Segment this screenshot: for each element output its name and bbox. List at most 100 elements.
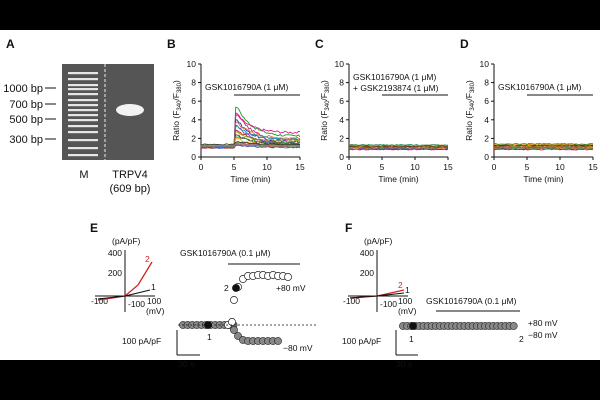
iv-curve-label-1-f: 1 [405,285,410,295]
panel-f-scale-x-label: 30 s [396,359,412,369]
y-axis-label: Ratio (F340/F380) [171,80,183,141]
panel-e-timepoint-1: 1 [207,332,212,342]
ratio-trace [348,148,449,151]
panel-a: A 1000 bp 700 bp 500 bp 300 bp M TRPV4 (… [3,37,154,195]
panel-e-letter: E [90,221,98,235]
y-tick-label: 2 [339,133,344,143]
panel-c: C 0 2 4 6 8 10 0 5 10 15 Time (min) Ratio (F340/F380… [315,37,453,184]
x-tick-label: 15 [443,162,453,172]
treatment-label: GSK1016790A (1 μM) [353,72,437,82]
timecourse-point [284,273,292,281]
panel-f-scale-y-label: 100 pA/pF [342,336,381,346]
y-tick-label: 4 [484,115,489,125]
ladder-label-1000: 1000 bp [3,83,43,95]
ladder-band [68,139,98,142]
panel-f-timepoint-2: 2 [519,334,524,344]
ratio-trace [493,145,594,148]
ladder-band [68,109,98,112]
panel-e-scale-x-label: 30 s [178,359,194,369]
ladder-band [68,119,98,122]
y-tick-label: 10 [480,59,490,69]
timecourse-point [230,296,238,304]
iv-x-tick-neg100-f: -100 [343,296,360,306]
iv-units-y-f: (pA/pF) [364,236,393,246]
y-tick-label: 8 [191,78,196,88]
timecourse-point-1 [409,322,417,330]
treatment-label: GSK1016790A (1 μM) [205,82,289,92]
timecourse-point [230,326,238,334]
timecourse-point [509,322,518,330]
panel-d: D 0 2 4 6 8 10 0 5 10 15 Time (min) Ratio (F340/F380… [460,37,598,184]
ladder-band [68,125,98,128]
panel-letter: D [460,37,469,51]
y-tick-label: 4 [191,115,196,125]
y-axis-label: Ratio (F340/F380) [319,80,331,141]
panel-e-treatment: GSK1016790A (0.1 μM) [180,248,271,258]
y-tick-label: 0 [191,152,196,162]
iv-y-tick-200: 200 [108,268,122,278]
ratio-trace [493,148,593,151]
treatment-label: GSK1016790A (1 μM) [498,82,582,92]
iv-units-y: (pA/pF) [112,236,141,246]
iv-curve-1-f [349,292,405,299]
ladder-label-500: 500 bp [9,114,43,126]
iv-units-x-f: (mV) [398,306,417,316]
ladder-band [68,104,98,107]
ratio-trace [493,142,594,145]
x-tick-label: 10 [555,162,565,172]
y-tick-label: 8 [339,78,344,88]
x-axis-label: Time (min) [523,174,563,184]
panel-f-vminus: −80 mV [528,330,558,340]
panel-f-letter: F [345,221,352,235]
panel-f-timecourse [399,322,518,330]
gel-ladder [68,72,98,157]
iv-units-x: (mV) [146,306,165,316]
y-tick-label: 8 [484,78,489,88]
panel-f-timepoint-1: 1 [409,334,414,344]
y-tick-label: 10 [187,59,197,69]
x-tick-label: 0 [199,162,204,172]
ladder-label-300: 300 bp [9,134,43,146]
y-tick-label: 4 [339,115,344,125]
iv-x-tick-100-f: 100 [398,296,412,306]
ladder-band [68,93,98,96]
y-tick-label: 6 [484,96,489,106]
ladder-band [68,72,98,75]
panel-letter: C [315,37,324,51]
treatment-label-2: + GSK2193874 (1 μM) [353,83,439,93]
x-tick-label: 15 [295,162,305,172]
iv-curve-1 [97,289,151,300]
iv-y-tick-neg100: -100 [128,299,145,309]
x-tick-label: 10 [410,162,420,172]
y-tick-label: 0 [339,152,344,162]
timecourse-point-2 [232,284,240,292]
x-tick-label: 0 [492,162,497,172]
iv-curve-label-1: 1 [151,282,156,292]
timecourse-point [228,318,236,326]
gel-band-trpv4 [116,104,144,116]
ladder-band [68,154,98,157]
ladder-band [68,147,98,150]
x-tick-label: 10 [262,162,272,172]
x-tick-label: 5 [232,162,237,172]
iv-y-tick-400-f: 400 [360,248,374,258]
iv-curve-label-2-f: 2 [398,280,403,290]
panel-a-letter: A [6,37,15,51]
ladder-band [68,78,98,81]
x-tick-label: 15 [588,162,598,172]
ladder-band [68,84,98,87]
product-size-label: (609 bp) [110,183,151,195]
iv-x-tick-100: 100 [147,296,161,306]
ladder-band [68,99,98,102]
panel-b: B 0 2 4 6 8 10 0 5 10 15 Time (min) Ratio (F340/F380… [167,37,305,184]
iv-y-tick-neg100-f: -100 [380,299,397,309]
y-tick-label: 2 [191,133,196,143]
lane-label-trpv4: TRPV4 [112,169,147,181]
x-tick-label: 5 [525,162,530,172]
iv-y-tick-200-f: 200 [360,268,374,278]
panel-e: E (pA/pF) 400 200 -100 -100 100 (mV) 2 1… [90,221,318,369]
panel-e-timepoint-2: 2 [224,283,229,293]
ratio-trace [493,143,594,146]
y-tick-label: 0 [484,152,489,162]
